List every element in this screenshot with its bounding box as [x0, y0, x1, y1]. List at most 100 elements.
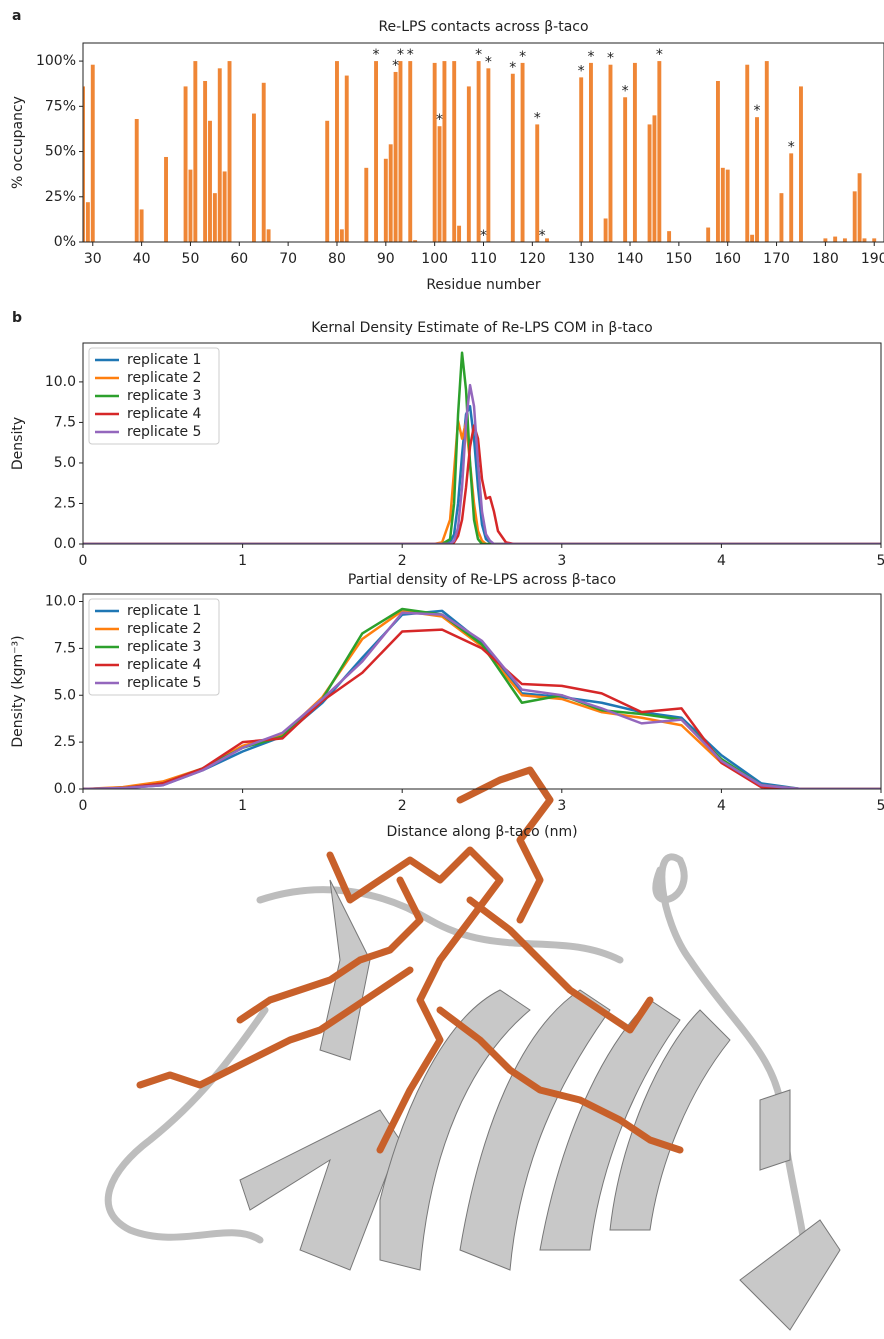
legend-label: replicate 5 [127, 424, 201, 440]
y-tick-label: 0% [54, 234, 76, 250]
bar [452, 61, 457, 242]
bar [833, 236, 838, 242]
bar [725, 169, 730, 242]
bar [535, 124, 540, 242]
bar [90, 64, 95, 242]
x-tick-label: 3 [557, 553, 566, 569]
x-tick-label: 130 [568, 251, 595, 267]
annotation: * [485, 54, 492, 70]
annotation: * [509, 60, 516, 76]
bar [183, 86, 188, 242]
x-tick-label: 30 [84, 251, 102, 267]
lps-stick [436, 1006, 684, 1154]
axes-frame [82, 42, 884, 243]
y-tick-label: 100% [36, 53, 76, 69]
annotation: * [754, 103, 761, 119]
x-tick-label: 110 [470, 251, 497, 267]
y-tick-label: 2.5 [54, 734, 76, 750]
bar [364, 167, 369, 242]
bar [261, 82, 266, 242]
y-axis-label: % occupancy [10, 96, 26, 189]
bar [706, 227, 711, 242]
coil [104, 1006, 269, 1244]
x-tick-label: 40 [133, 251, 151, 267]
x-tick-label: 80 [328, 251, 346, 267]
y-tick-label: 0.0 [54, 781, 76, 797]
bar [789, 153, 794, 242]
axes-frame [82, 593, 882, 790]
line-series [83, 611, 881, 789]
line-series [83, 424, 881, 544]
bar [755, 117, 759, 242]
x-tick-label: 3 [557, 798, 566, 814]
bar [647, 124, 652, 242]
beta-strand [739, 1089, 841, 1331]
x-tick-label: 50 [182, 251, 200, 267]
bar [85, 202, 90, 242]
y-tick-label: 50% [45, 144, 76, 160]
y-tick-label: 7.5 [54, 640, 76, 656]
x-tick-label: 4 [717, 798, 726, 814]
y-tick-label: 10.0 [45, 594, 76, 610]
bar [335, 61, 339, 242]
axes-frame [82, 342, 882, 545]
legend-label: replicate 3 [127, 639, 201, 655]
legend-box [88, 347, 220, 445]
bar [745, 64, 750, 242]
x-tick-label: 2 [398, 553, 407, 569]
bar [193, 61, 198, 242]
bar [212, 193, 217, 242]
bar [83, 86, 85, 242]
bar [466, 86, 471, 242]
bar [134, 118, 139, 242]
bar [852, 191, 857, 242]
bar [857, 173, 862, 242]
y-tick-label: 7.5 [54, 414, 76, 430]
bar [799, 86, 803, 242]
panel-label: a [12, 8, 21, 24]
y-axis-label: Density [10, 417, 26, 470]
lps-stick [456, 766, 554, 924]
line-series [83, 404, 881, 544]
bar [374, 61, 379, 242]
annotation: * [436, 112, 443, 128]
annotation: * [519, 49, 526, 65]
bar [623, 97, 628, 242]
bar [862, 238, 867, 242]
bar [227, 61, 232, 242]
bar [667, 231, 672, 242]
bar [872, 238, 877, 242]
legend-label: replicate 5 [127, 675, 201, 691]
annotation: * [480, 228, 487, 244]
lps-stick [136, 966, 414, 1089]
panel-label: b [12, 310, 22, 326]
annotation: * [656, 47, 663, 63]
bar [383, 158, 388, 242]
beta-strand [239, 1109, 401, 1271]
beta-strand [539, 999, 681, 1251]
x-tick-label: 170 [763, 251, 790, 267]
bar [579, 77, 584, 242]
annotation: * [534, 110, 541, 126]
plot-area [83, 61, 877, 242]
legend-label: replicate 2 [127, 370, 201, 386]
lps-stick [466, 896, 654, 1034]
x-axis-label: Residue number [426, 277, 541, 293]
x-tick-label: 2 [398, 798, 407, 814]
coil [652, 853, 811, 1304]
bar [164, 156, 168, 242]
legend-label: replicate 3 [127, 388, 201, 404]
bar [715, 80, 720, 242]
y-tick-label: 10.0 [45, 374, 76, 390]
annotation: * [392, 58, 399, 74]
x-tick-label: 100 [421, 251, 448, 267]
annotation: * [788, 139, 795, 155]
annotation: * [397, 47, 404, 63]
bar [720, 167, 725, 242]
beta-strand [379, 989, 531, 1271]
bar [432, 62, 437, 242]
bar [657, 61, 662, 242]
x-tick-label: 60 [230, 251, 248, 267]
annotation: * [587, 49, 594, 65]
